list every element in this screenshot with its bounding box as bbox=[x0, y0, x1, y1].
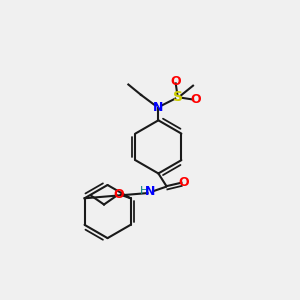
Text: O: O bbox=[170, 74, 181, 88]
Text: O: O bbox=[190, 93, 201, 106]
Text: N: N bbox=[145, 185, 155, 198]
Text: N: N bbox=[153, 101, 164, 114]
Text: S: S bbox=[173, 90, 183, 104]
Text: O: O bbox=[178, 176, 189, 189]
Text: O: O bbox=[114, 188, 124, 201]
Text: H: H bbox=[140, 185, 148, 196]
